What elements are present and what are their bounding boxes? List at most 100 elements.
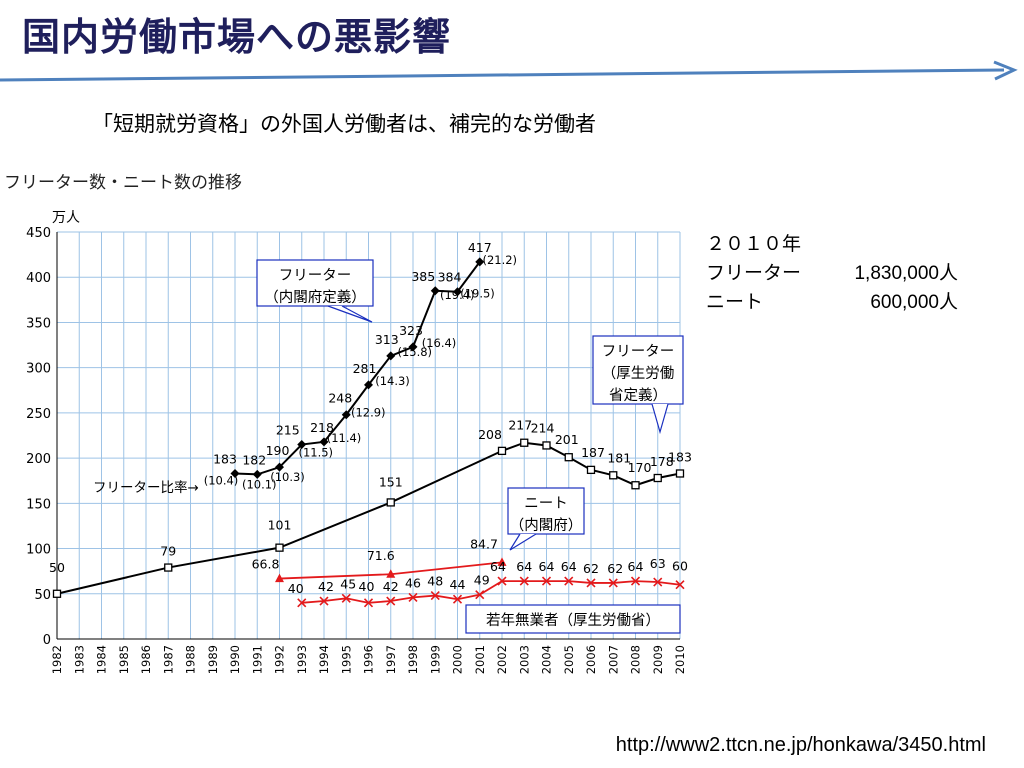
callout-pointer — [327, 305, 373, 323]
y-tick-label: 300 — [26, 362, 51, 377]
data-point — [653, 473, 662, 483]
data-point — [452, 594, 463, 604]
stats-neet-label: ニート — [706, 291, 764, 313]
data-label: 178 — [650, 454, 674, 469]
data-point — [542, 441, 551, 450]
data-label: 64 — [516, 559, 532, 574]
x-tick-label: 2001 — [473, 645, 487, 674]
data-point — [430, 286, 440, 296]
data-label: 64 — [539, 559, 555, 574]
ratio-label: (10.4) — [204, 473, 239, 487]
data-label: 183 — [213, 451, 237, 466]
y-tick-label: 200 — [26, 452, 51, 467]
callout-text: フリーター — [279, 267, 352, 284]
data-label: 46 — [405, 575, 421, 590]
data-label: 215 — [276, 423, 300, 438]
data-point — [386, 596, 396, 606]
ratio-label: (21.2) — [482, 253, 517, 267]
x-tick-label: 1994 — [317, 645, 331, 674]
data-label: 181 — [607, 450, 631, 465]
data-point — [364, 380, 373, 390]
data-point — [675, 580, 685, 590]
data-point — [319, 437, 329, 447]
callout-text: （厚生労働 — [602, 365, 675, 382]
data-label: 170 — [628, 460, 652, 475]
title-underline-arrow — [0, 60, 1018, 82]
data-point — [630, 576, 641, 586]
data-point — [608, 578, 618, 588]
y-tick-label: 250 — [26, 407, 51, 422]
slide-title: 国内労働市場への悪影響 — [22, 15, 452, 59]
data-point — [297, 440, 307, 450]
data-label: 217 — [508, 418, 532, 433]
ratio-label: (11.5) — [298, 446, 333, 460]
data-point — [564, 576, 574, 586]
data-point — [386, 351, 396, 361]
callout-box — [592, 335, 684, 405]
data-point — [497, 446, 507, 456]
x-tick-label: 1987 — [161, 645, 175, 674]
callout-pointer — [509, 533, 537, 551]
data-point — [497, 576, 507, 586]
y-tick-label: 450 — [26, 226, 51, 241]
x-tick-label: 2005 — [562, 645, 576, 674]
data-label: 313 — [375, 332, 399, 347]
data-label: 248 — [328, 391, 352, 406]
y-tick-label: 150 — [26, 497, 51, 512]
data-label: 64 — [628, 559, 644, 574]
data-point — [497, 557, 507, 566]
x-tick-label: 1991 — [250, 645, 264, 674]
ratio-label: (10.1) — [242, 477, 277, 491]
x-tick-label: 2010 — [673, 645, 687, 674]
data-label: 71.6 — [367, 548, 395, 563]
data-point — [430, 591, 440, 601]
data-point — [52, 589, 62, 598]
data-point — [386, 569, 396, 578]
data-point — [386, 498, 395, 507]
data-label: 49 — [474, 573, 490, 588]
data-point — [609, 471, 618, 480]
data-point — [363, 598, 374, 608]
data-label: 44 — [450, 577, 466, 592]
data-label: 62 — [607, 561, 623, 576]
data-label: 64 — [561, 559, 577, 574]
chart-caption: フリーター数・ニート数の推移 — [4, 173, 242, 193]
x-tick-label: 2003 — [517, 645, 531, 674]
source-url[interactable]: http://www2.ttcn.ne.jp/honkawa/3450.html — [615, 734, 986, 756]
ratio-label: (12.9) — [351, 406, 386, 420]
data-label: 214 — [531, 420, 555, 435]
x-tick-label: 1983 — [72, 645, 86, 674]
callout-text: フリーター — [602, 343, 675, 360]
x-tick-label: 1995 — [339, 645, 353, 674]
data-label: 42 — [318, 579, 334, 594]
data-label: 45 — [340, 576, 356, 591]
callout-jobless-youth: 若年無業者（厚生労働省） — [465, 604, 681, 634]
x-tick-label: 1988 — [184, 645, 198, 674]
data-point — [164, 563, 173, 572]
y-tick-label: 50 — [34, 588, 51, 603]
data-point — [586, 578, 596, 588]
data-label: 40 — [359, 579, 375, 594]
series-line — [301, 580, 681, 604]
x-tick-label: 2006 — [584, 645, 598, 674]
callout-text: （内閣府定義） — [264, 289, 366, 306]
data-point — [519, 576, 529, 586]
data-point — [564, 453, 573, 462]
x-tick-label: 2004 — [540, 645, 554, 674]
data-point — [475, 257, 485, 267]
data-label: 218 — [310, 420, 334, 435]
callout-text: ニート — [524, 496, 568, 512]
data-point — [252, 469, 262, 479]
x-tick-label: 1990 — [228, 645, 242, 674]
x-tick-label: 1982 — [50, 645, 64, 674]
data-label: 79 — [160, 544, 176, 559]
data-point — [408, 592, 418, 602]
ratio-label: (11.4) — [327, 431, 362, 445]
x-tick-label: 2008 — [629, 645, 643, 674]
ratio-label: (14.3) — [375, 374, 410, 388]
data-label: 208 — [478, 427, 502, 442]
stats-year: ２０１０年 — [706, 233, 802, 255]
data-label: 63 — [650, 556, 666, 571]
data-label: 151 — [379, 474, 403, 489]
